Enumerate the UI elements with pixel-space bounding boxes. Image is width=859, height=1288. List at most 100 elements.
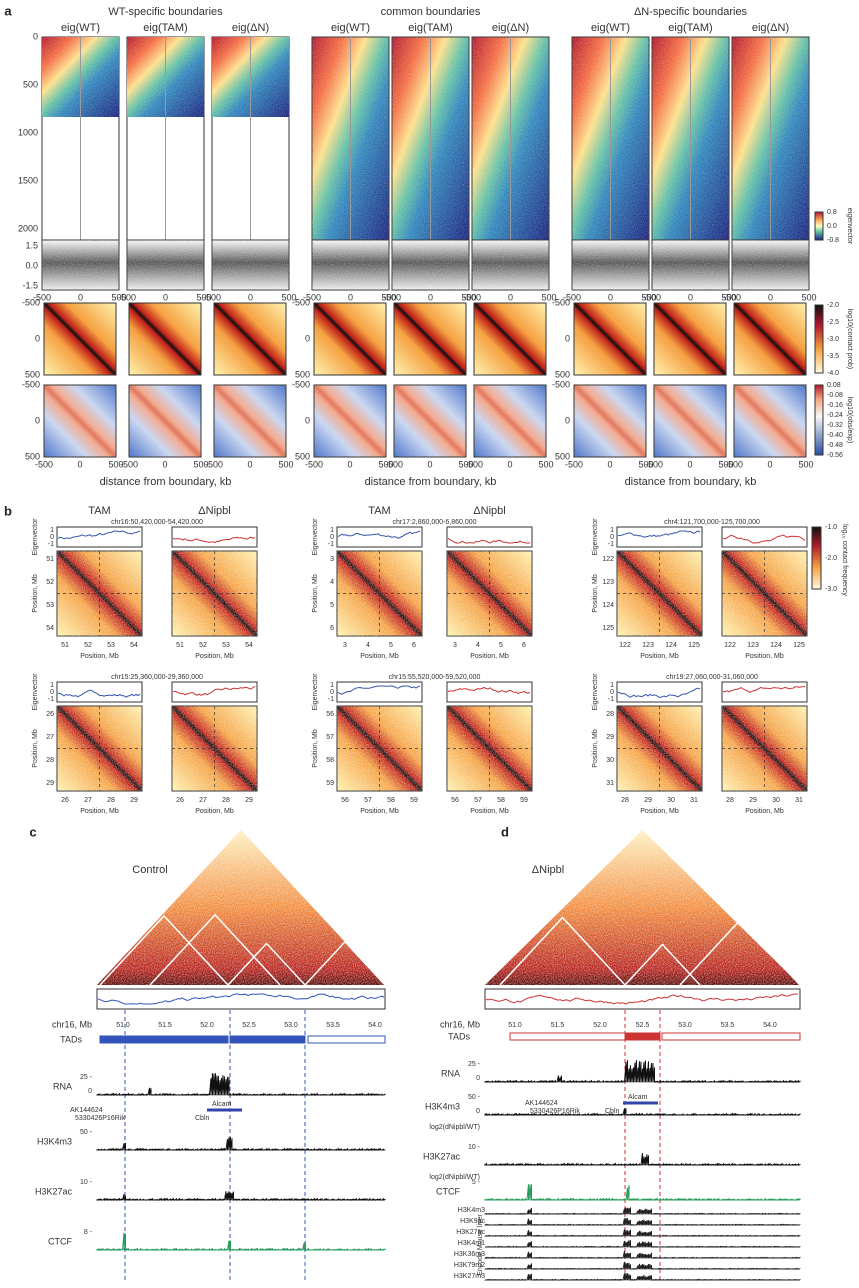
contact-matrix [313,302,387,376]
y-tick-label: 122 [602,556,614,563]
x-tick-label: 0 [162,459,167,469]
y-tick-label: 0 [565,415,570,425]
x-tick-label: 52 [84,642,92,649]
x-axis-label: Position, Mb [80,808,119,815]
y-tick-label: 500 [25,369,40,379]
x-tick-label: 59 [520,797,528,804]
y-tick-label: 30 [606,757,614,764]
y-tick-label: 124 [602,602,614,609]
eig-tick-label: 0 [330,689,334,696]
x-tick-label: -500 [645,459,663,469]
eigenvector-line [97,993,385,1005]
y-tick-label: 3 [330,556,334,563]
eigenvector-box [56,681,143,703]
texture [129,385,201,457]
contact-matrix [43,302,117,376]
signal-track [484,1217,801,1226]
y-tick-label: 500 [23,79,38,89]
colorbar-tick: 0.08 [827,382,841,389]
y-tick-label: 1.5 [25,240,38,250]
eig-tick-label: 1 [330,527,334,534]
texture [474,385,546,457]
texture [42,240,119,290]
x-tick-label: 51 [61,642,69,649]
region-label: chr16:50,420,000-54,420,000 [111,519,203,526]
x-tick-label: 0 [247,459,252,469]
x-tick-label: -500 [385,459,403,469]
region-label: chr15:25,360,000-29,360,000 [111,674,203,681]
y-tick-label: 0.0 [25,260,38,270]
y-axis-label: Position, Mb [32,574,39,613]
texture [485,830,800,985]
track-tick: 25 - [468,1061,481,1068]
gene-label: Alcam [212,1101,232,1108]
column-title: TAM [88,505,110,517]
eig-axis-label: Eigenvector [312,673,319,711]
signal-track [96,1232,386,1252]
x-tick-label: 123 [747,642,759,649]
colorbar [811,526,822,590]
x-tick-label: 29 [749,797,757,804]
eig-tick-label: -1 [48,541,54,548]
y-tick-label: 0 [35,333,40,343]
colorbar-tick: -0.56 [827,452,843,459]
eig-tick-label: -1 [328,696,334,703]
eigenvector-line [337,530,421,539]
x-tick-label: 500 [538,459,553,469]
colorbar-tick: -1.0 [825,524,837,531]
eigenvector-box [616,681,703,703]
track-sublabel: log2(dNipbl/WT) [429,1174,480,1181]
x-tick-label: 500 [801,292,816,302]
x-tick-label: 124 [770,642,782,649]
y-tick-label: 5 [330,602,334,609]
y-tick-label: 54 [46,625,54,632]
panel-title: ΔNipbl [532,864,564,876]
y-tick-label: 123 [602,579,614,586]
column-title: eig(TAM) [408,22,452,34]
x-tick-label: 0 [607,459,612,469]
panel-title: Control [132,864,167,876]
encode-track-label: H3K27m3 [454,1273,485,1280]
x-tick-label: -500 [723,292,741,302]
x-tick-label: 29 [245,797,253,804]
eigenvector-box [56,526,143,548]
gene-label: Cbln [605,1108,620,1115]
position-tick: 53.0 [678,1022,692,1029]
encode-track-label: H3K9ac [460,1218,485,1225]
texture [44,385,116,457]
colorbar [814,211,824,241]
encode-track-label: H3K4m3 [458,1207,485,1214]
region-label: chr15:55,520,000-59,520,000 [389,674,481,681]
y-axis-label: Position, Mb [592,574,599,613]
texture [394,385,466,457]
x-tick-label: 125 [688,642,700,649]
x-tick-label: -500 [463,292,481,302]
colorbar [814,304,824,374]
signal-track [484,1153,801,1167]
tad-outline [99,914,229,986]
y-tick-label: 0 [35,415,40,425]
tad-outline [149,913,281,986]
track-label: TADs [60,1034,82,1044]
y-tick-label: 58 [326,757,334,764]
column-title: eig(ΔN) [752,22,789,34]
tad-outline [304,940,386,986]
x-tick-label: 28 [107,797,115,804]
track-tick: 50 - [468,1094,481,1101]
y-tick-label: 0 [305,333,310,343]
x-axis-label: Position, Mb [640,808,679,815]
x-tick-label: 500 [718,459,733,469]
track-tick: 10 - [80,1179,93,1186]
y-tick-label: 28 [46,757,54,764]
x-tick-label: 6 [412,642,416,649]
eigenvector-box [721,681,808,703]
y-axis-label: Position, Mb [592,729,599,768]
x-tick-label: 0 [428,292,433,302]
eigenvector-line [172,536,256,544]
x-tick-label: 0 [348,292,353,302]
x-tick-label: 26 [61,797,69,804]
colorbar-label: log₁₀ contact frequency [841,524,848,596]
x-axis-label: distance from boundary, kb [365,476,497,488]
encode-label: Encode Mouse liver [477,1214,484,1276]
